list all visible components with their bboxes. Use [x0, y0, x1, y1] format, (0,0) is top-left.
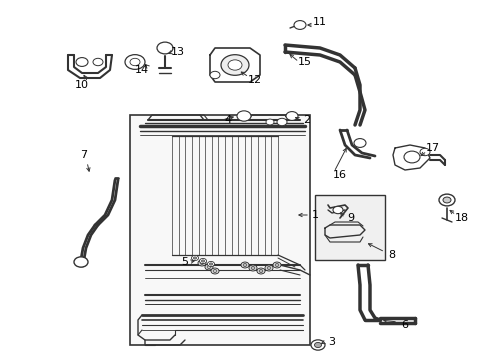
- Bar: [314, 195, 384, 260]
- Text: 7: 7: [80, 150, 87, 160]
- Circle shape: [130, 58, 140, 66]
- Circle shape: [259, 270, 263, 273]
- Circle shape: [209, 263, 212, 265]
- Bar: [130, 115, 309, 345]
- Circle shape: [438, 194, 454, 206]
- Circle shape: [237, 111, 250, 121]
- Circle shape: [221, 55, 248, 75]
- Circle shape: [213, 270, 217, 273]
- Text: 1: 1: [311, 210, 318, 220]
- Circle shape: [199, 258, 206, 264]
- Circle shape: [243, 264, 246, 266]
- Circle shape: [264, 265, 272, 271]
- Text: 8: 8: [387, 250, 395, 260]
- Circle shape: [193, 257, 196, 259]
- Text: 9: 9: [347, 213, 354, 223]
- Circle shape: [93, 58, 103, 66]
- Circle shape: [272, 262, 281, 268]
- Circle shape: [207, 261, 214, 266]
- Circle shape: [227, 60, 242, 70]
- Circle shape: [157, 42, 173, 54]
- Circle shape: [353, 139, 365, 147]
- Circle shape: [76, 58, 88, 66]
- Circle shape: [206, 266, 210, 269]
- Text: 3: 3: [328, 337, 335, 347]
- Circle shape: [125, 55, 145, 69]
- Text: 5: 5: [181, 257, 188, 267]
- Circle shape: [332, 206, 342, 214]
- Circle shape: [265, 119, 273, 125]
- Circle shape: [248, 265, 257, 271]
- Circle shape: [310, 340, 325, 350]
- Text: 12: 12: [247, 75, 262, 85]
- Circle shape: [293, 21, 305, 30]
- Circle shape: [191, 256, 198, 261]
- Text: 11: 11: [312, 17, 326, 27]
- Text: 4: 4: [224, 115, 231, 125]
- Circle shape: [442, 197, 450, 203]
- Text: 2: 2: [303, 115, 310, 125]
- Circle shape: [210, 268, 219, 274]
- Circle shape: [276, 118, 286, 126]
- Text: 6: 6: [401, 320, 407, 330]
- Circle shape: [74, 257, 88, 267]
- Circle shape: [285, 112, 297, 120]
- Circle shape: [201, 260, 204, 262]
- Text: 14: 14: [135, 65, 149, 75]
- Circle shape: [266, 266, 270, 270]
- Text: 16: 16: [332, 170, 346, 180]
- Text: 15: 15: [297, 57, 311, 67]
- Circle shape: [200, 261, 203, 265]
- Circle shape: [241, 262, 248, 268]
- Text: 13: 13: [171, 47, 184, 57]
- Circle shape: [419, 148, 429, 156]
- Circle shape: [209, 71, 220, 79]
- Circle shape: [274, 264, 279, 266]
- Text: 18: 18: [454, 213, 468, 223]
- Circle shape: [257, 268, 264, 274]
- Circle shape: [204, 264, 213, 270]
- Circle shape: [198, 260, 205, 266]
- Text: 10: 10: [75, 80, 89, 90]
- Text: 17: 17: [425, 143, 439, 153]
- Circle shape: [250, 266, 254, 270]
- Circle shape: [403, 151, 419, 163]
- Circle shape: [314, 342, 321, 347]
